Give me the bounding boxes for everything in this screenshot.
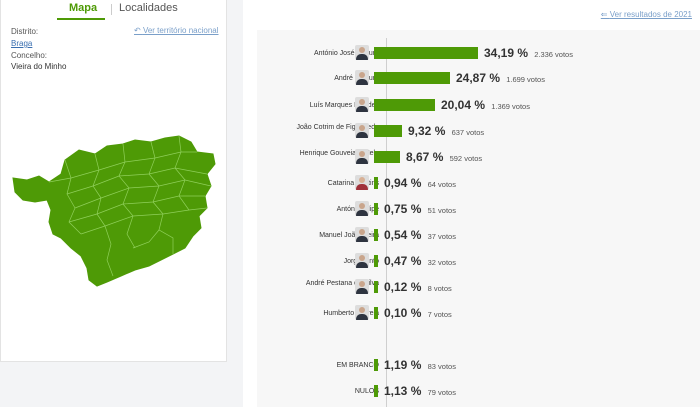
result-votes: 51 votos [427,206,456,215]
result-bar [374,385,378,397]
candidate-avatar [355,123,369,138]
tab-localidades[interactable]: Localidades [119,2,178,14]
result-votes: 79 votos [427,388,456,397]
candidate-name: Catarina Martins [327,180,379,187]
candidate-name: EM BRANCO [336,362,379,369]
previous-results-link[interactable]: ⇐ Ver resultados de 2021 [601,10,692,19]
result-bar [374,229,378,241]
candidate-avatar [355,149,369,164]
result-row[interactable]: André Ventura24,87 %1.699 votos [257,67,700,89]
result-row[interactable]: João Cotrim de Figueiredo 9,32 % 637 votos [257,120,700,142]
result-votes: 2.336 votos [534,50,573,59]
result-row[interactable]: EM BRANCO 1,19 % 83 votos [257,354,700,376]
result-votes: 37 votos [427,232,456,241]
previous-results-label: Ver resultados de 2021 [609,10,692,19]
result-percentage: 0,10 % [384,306,422,320]
result-votes: 592 votos [449,154,483,163]
result-row[interactable]: Henrique Gouveia e Melo 8,67 % 592 votos [257,146,700,168]
result-bar [374,72,450,84]
result-percentage: 8,67 % [406,150,444,164]
result-votes: 32 votos [427,258,456,267]
result-votes: 8 votos [427,284,452,293]
result-row[interactable]: NULOS 1,13 % 79 votos [257,380,700,402]
candidate-name: André Pestana da Silva [305,280,379,287]
arrow-left-icon: ⇐ [600,10,610,19]
result-percentage: 0,47 % [384,254,422,268]
active-tab-indicator [57,18,105,20]
candidate-avatar [355,279,369,294]
result-row[interactable]: Luís Marques Mendes 20,04 % 1.369 votos [257,94,700,116]
candidate-name: Humberto Correia [323,310,379,317]
parish-borders [48,135,212,277]
result-row[interactable]: António Filipe 0,75 % 51 votos [257,198,700,220]
result-percentage: 0,94 % [384,176,422,190]
result-percentage: 1,13 % [384,384,422,398]
national-link-label: Ver território nacional [142,26,219,35]
result-votes: 637 votos [451,128,485,137]
distrito-label: Distrito: [11,27,39,36]
result-percentage: 34,19 % [484,46,529,60]
result-percentage: 9,32 % [408,124,446,138]
municipality-shape [12,135,216,287]
candidate-avatar [355,305,369,320]
result-percentage: 0,54 % [384,228,422,242]
view-tabs: Mapa Localidades [1,0,228,22]
candidate-avatar [355,97,369,112]
result-percentage: 0,75 % [384,202,422,216]
concelho-label: Concelho: [11,51,48,60]
result-votes: 64 votos [427,180,456,189]
candidate-avatar [355,45,369,60]
result-votes: 1.369 votos [491,102,530,111]
concelho-value: Vieira do Minho [11,62,67,71]
result-percentage: 0,12 % [384,280,422,294]
result-bar [374,307,378,319]
map-panel: Mapa Localidades Distrito: Braga Concelh… [0,0,227,362]
result-bar [374,255,378,267]
candidate-name: Luís Marques Mendes [309,102,379,109]
undo-icon: ↶ [134,26,143,35]
candidate-name: Manuel João Vieira [319,232,379,239]
result-percentage: 24,87 % [456,71,501,85]
result-votes: 83 votos [427,362,456,371]
result-row[interactable]: Manuel João Vieira 0,54 % 37 votos [257,224,700,246]
results-panel: ⇐ Ver resultados de 2021 António José Se… [243,0,700,407]
result-votes: 1.699 votos [506,75,545,84]
candidate-avatar [355,253,369,268]
result-bar [374,125,402,137]
distrito-link[interactable]: Braga [11,39,33,48]
candidate-name: João Cotrim de Figueiredo [296,124,380,131]
tab-divider [111,4,112,15]
chart-axis [386,38,387,407]
result-row[interactable]: Catarina Martins 0,94 % 64 votos [257,172,700,194]
municipality-map[interactable] [9,130,219,290]
candidate-avatar [355,227,369,242]
result-votes: 7 votos [427,310,452,319]
result-row[interactable]: Jorge Pinto 0,47 % 32 votos [257,250,700,272]
result-row[interactable]: André Pestana da Silva 0,12 % 8 votos [257,276,700,298]
result-percentage: 20,04 % [441,98,486,112]
result-bar [374,359,378,371]
candidate-avatar [355,201,369,216]
result-bar [374,47,478,59]
result-row[interactable]: Humberto Correia 0,10 % 7 votos [257,302,700,324]
result-percentage: 1,19 % [384,358,422,372]
national-territory-link[interactable]: ↶ Ver território nacional [134,26,219,35]
results-chart: António José Seguro 34,19 % 2.336 votos And… [257,30,700,407]
candidate-name: Henrique Gouveia e Melo [299,150,379,157]
result-bar [374,177,378,189]
candidate-name: NULOS [354,388,379,395]
candidate-avatar [355,175,369,190]
result-bar [374,203,378,215]
result-bar [374,281,378,293]
result-bar [374,151,400,163]
result-row[interactable]: António José Seguro 34,19 % 2.336 votos [257,42,700,64]
candidate-name: António José Seguro [314,50,379,57]
tab-mapa[interactable]: Mapa [69,2,98,14]
result-bar [374,99,435,111]
candidate-avatar [355,70,369,85]
